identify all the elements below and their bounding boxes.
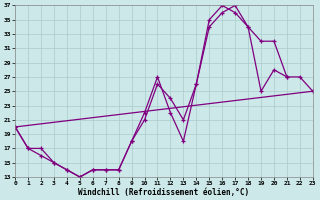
X-axis label: Windchill (Refroidissement éolien,°C): Windchill (Refroidissement éolien,°C) (78, 188, 250, 197)
